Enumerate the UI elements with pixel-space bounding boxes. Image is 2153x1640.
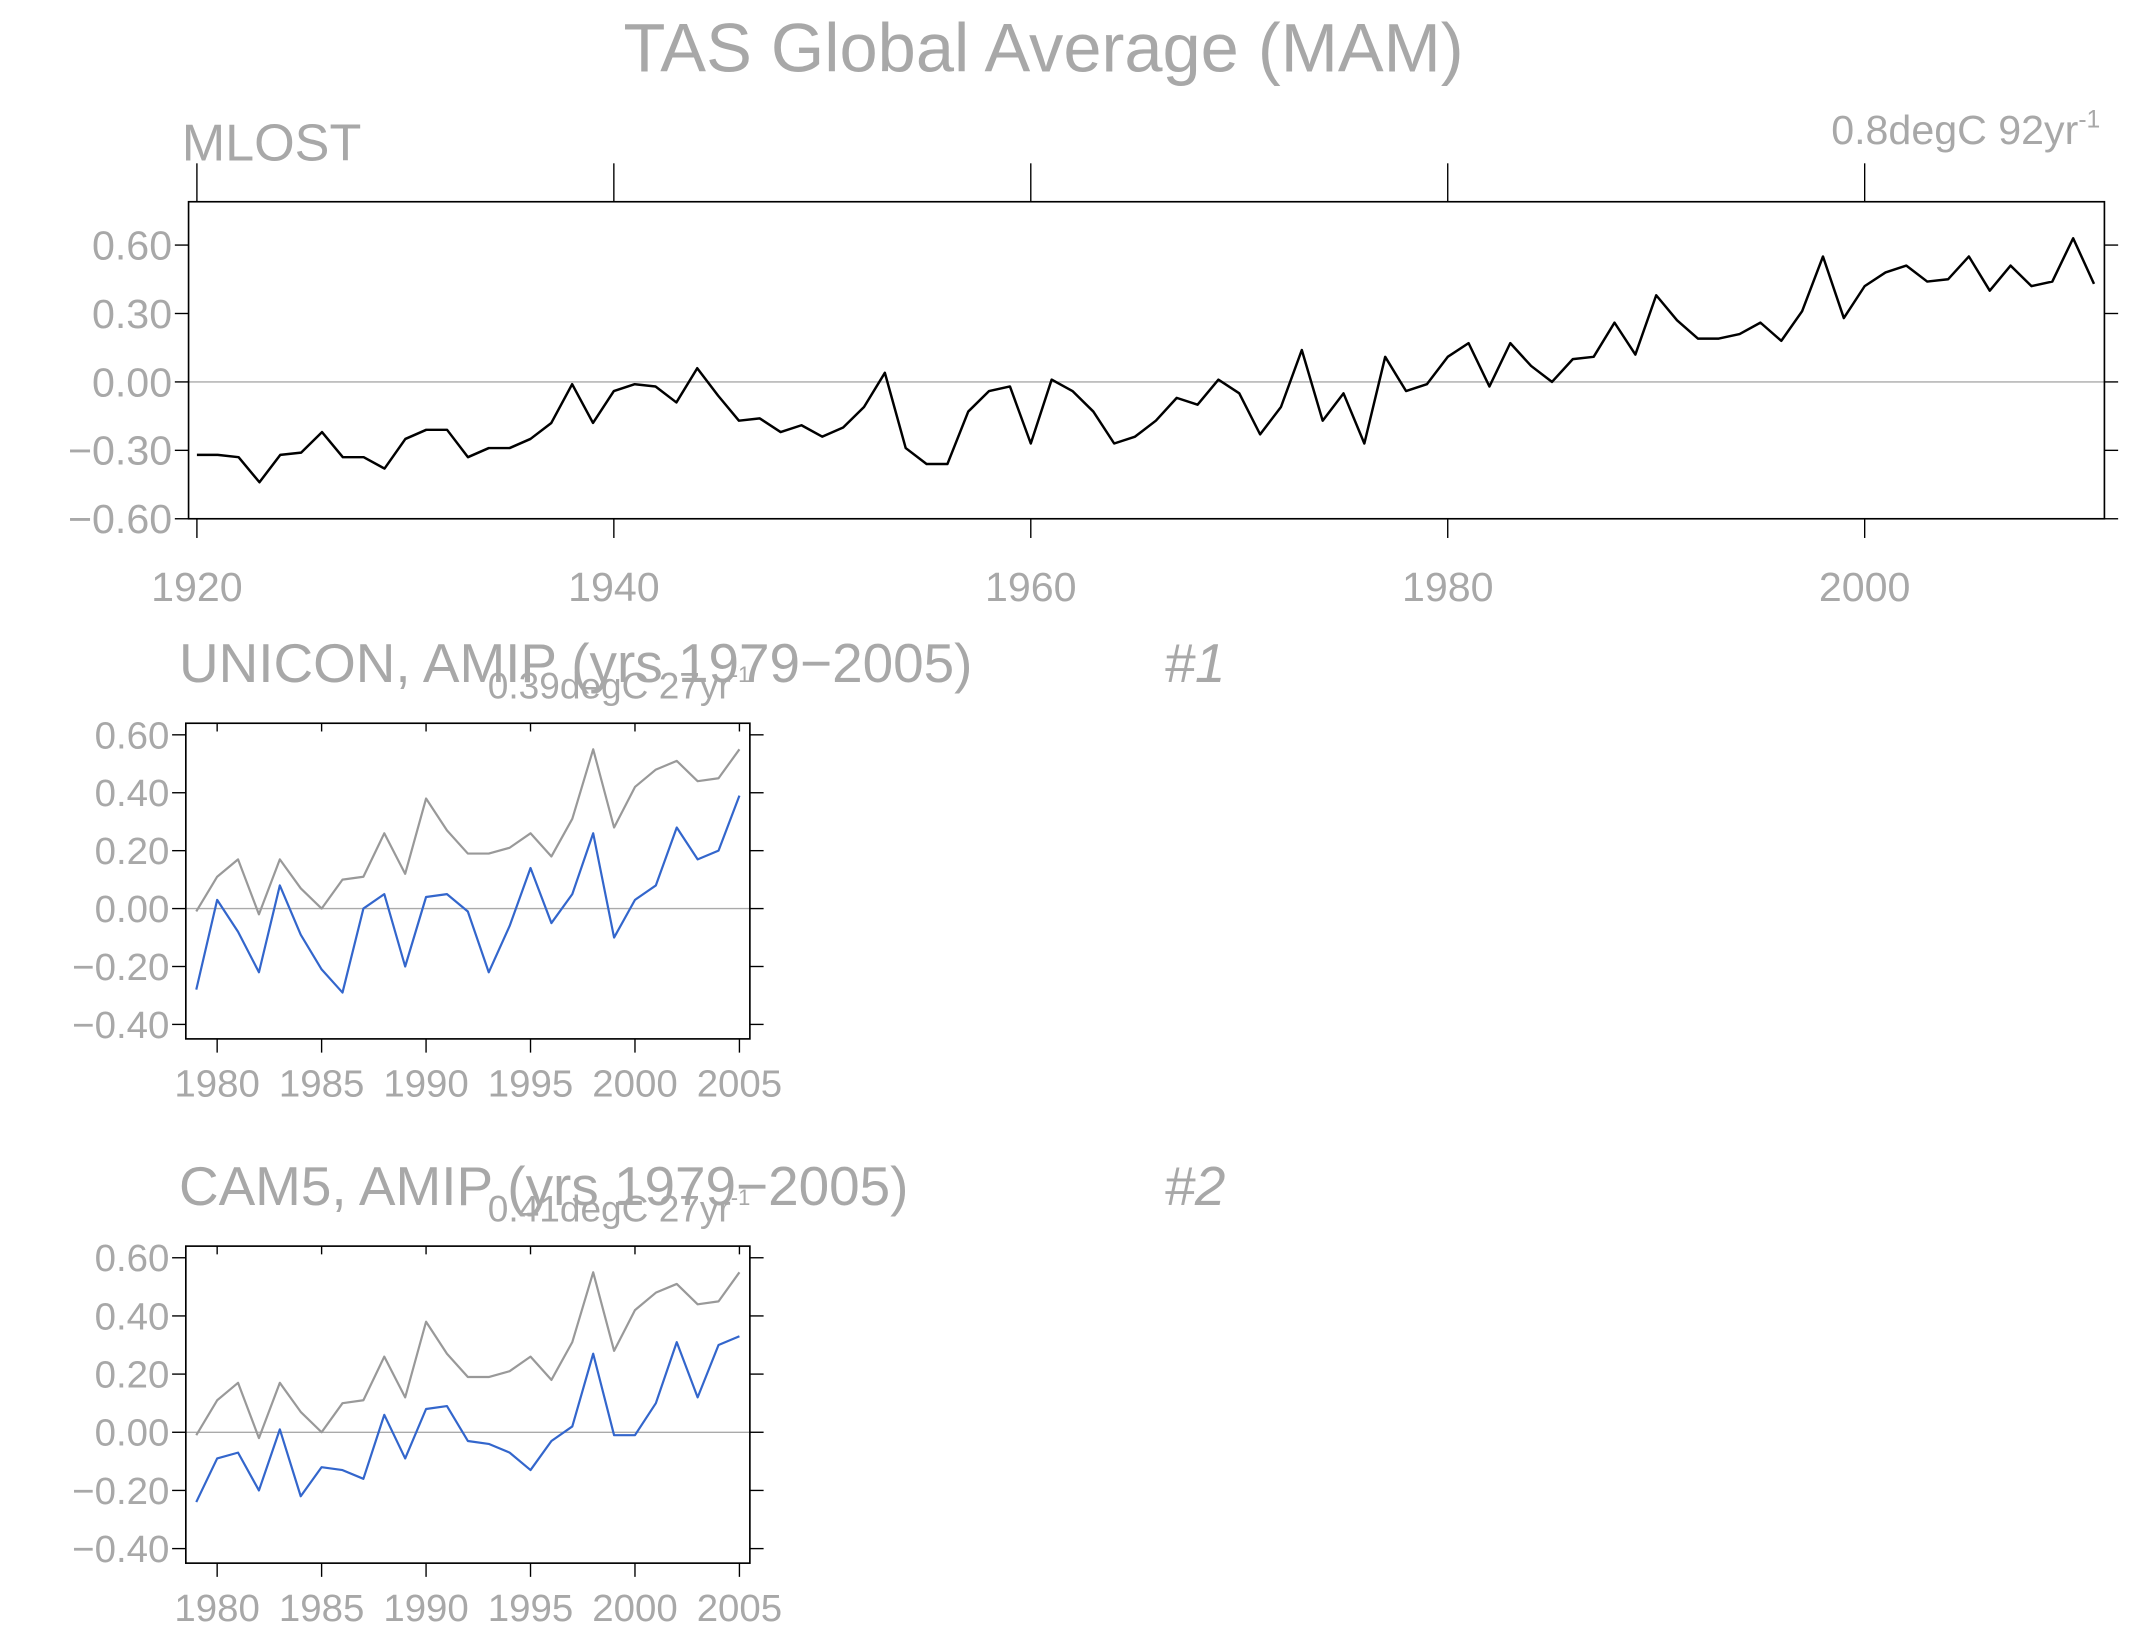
data-line [195, 748, 741, 916]
plot-frame [187, 200, 2106, 520]
y-tick-label: 0.00 [95, 1412, 170, 1455]
x-tick-label: 2005 [697, 1587, 782, 1630]
y-tick-label: 0.00 [92, 359, 172, 405]
x-tick-label: 2000 [592, 1587, 677, 1630]
y-tick-label: 0.20 [95, 1354, 170, 1397]
plot-frame [184, 722, 751, 1040]
x-tick-label: 1985 [279, 1063, 364, 1106]
y-tick-label: −0.40 [72, 1528, 169, 1571]
y-tick-label: 0.40 [95, 772, 170, 815]
y-tick-label: −0.40 [72, 1004, 169, 1047]
x-tick-label: 2005 [697, 1063, 782, 1106]
y-tick-label: 0.60 [95, 714, 170, 757]
y-tick-label: −0.20 [72, 1470, 169, 1513]
x-tick-label: 1980 [174, 1587, 259, 1630]
figure-title: TAS Global Average (MAM) [623, 9, 1463, 86]
y-tick-label: 0.00 [95, 888, 170, 931]
trend-sup: -1 [731, 1185, 751, 1210]
y-tick-label: 0.30 [92, 291, 172, 337]
x-tick-label: 2000 [1819, 564, 1911, 610]
data-line [195, 1271, 741, 1440]
panel-title: CAM5, AMIP (yrs 1979−2005) [179, 1155, 908, 1217]
panel-title: UNICON, AMIP (yrs 1979−2005) [179, 632, 972, 694]
plot-frame [184, 1245, 751, 1564]
trend-label: 0.8degC 92yr-1 [1831, 107, 2100, 153]
trend-label: 0.39degC 27yr-1 [488, 662, 751, 706]
y-tick-label: 0.40 [95, 1295, 170, 1338]
data-line [196, 236, 2096, 484]
y-tick-label: −0.60 [68, 496, 172, 542]
x-tick-label: 1985 [279, 1587, 364, 1630]
data-line [195, 795, 741, 994]
y-tick-label: −0.30 [68, 428, 172, 474]
trend-text: 0.39degC 27yr [488, 665, 731, 707]
y-tick-label: 0.20 [95, 830, 170, 873]
y-tick-label: −0.20 [72, 946, 169, 989]
trend-text: 0.41degC 27yr [488, 1187, 731, 1229]
y-tick-label: 0.60 [92, 222, 172, 268]
x-tick-label: 1995 [488, 1063, 573, 1106]
panel-title: MLOST [182, 115, 362, 173]
x-tick-label: 1960 [985, 564, 1077, 610]
x-tick-label: 2000 [592, 1063, 677, 1106]
y-tick-label: 0.60 [95, 1237, 170, 1280]
trend-sup: -1 [731, 662, 751, 687]
trend-text: 0.8degC 92yr [1831, 107, 2078, 153]
trend-label: 0.41degC 27yr-1 [488, 1185, 751, 1229]
x-tick-label: 1995 [488, 1587, 573, 1630]
x-tick-label: 1980 [174, 1063, 259, 1106]
panel-number: #1 [1164, 632, 1225, 694]
x-tick-label: 1940 [568, 564, 660, 610]
data-line [195, 1335, 740, 1503]
x-tick-label: 1990 [383, 1587, 468, 1630]
x-tick-label: 1980 [1402, 564, 1494, 610]
x-tick-label: 1990 [383, 1063, 468, 1106]
trend-sup: -1 [2078, 107, 2100, 134]
x-tick-label: 1920 [151, 564, 243, 610]
panel-number: #2 [1164, 1155, 1225, 1217]
